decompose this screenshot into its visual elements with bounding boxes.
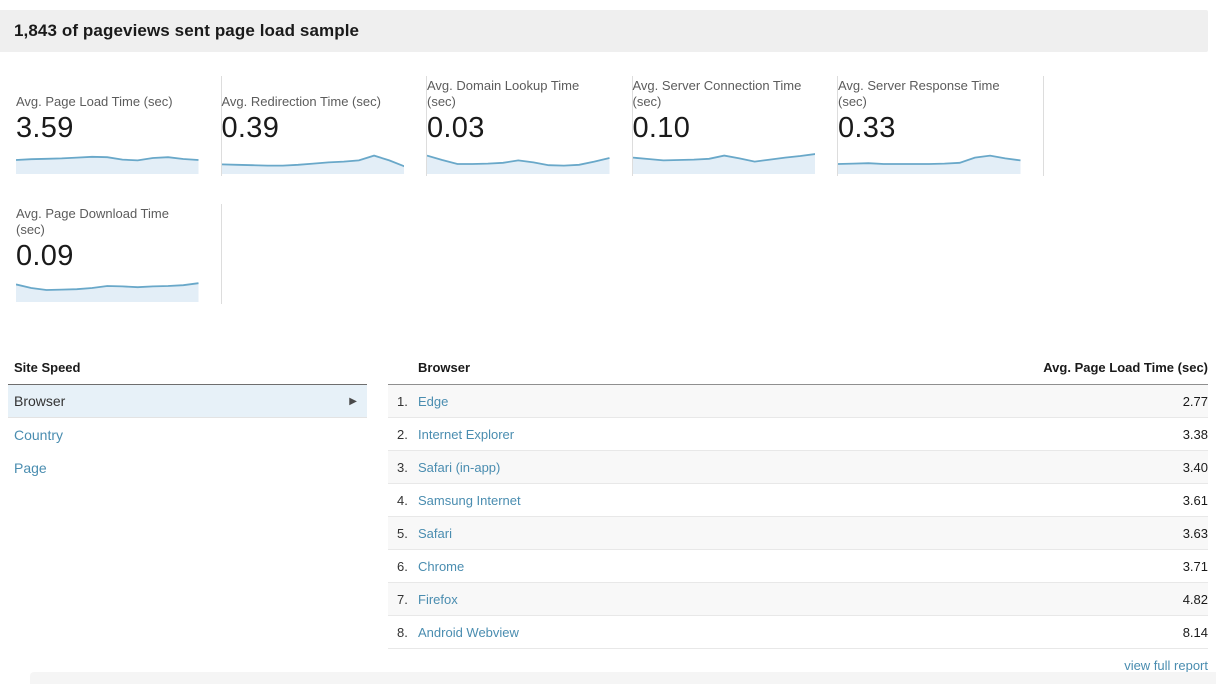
browser-table-wrap: Browser Avg. Page Load Time (sec) 1. Edg… <box>388 354 1208 673</box>
metric-label: Avg. Server Connection Time (sec) <box>632 78 802 109</box>
row-rank: 3. <box>388 450 418 484</box>
metric-label: Avg. Server Response Time (sec) <box>838 78 1000 109</box>
metric-value: 0.09 <box>16 240 74 272</box>
report-header: 1,843 of pageviews sent page load sample <box>0 10 1208 52</box>
browser-link[interactable]: Firefox <box>418 591 458 607</box>
panel-title: Site Speed <box>8 354 367 385</box>
table-row: 1. Edge 2.77 <box>388 384 1208 418</box>
dimension-item-label: Browser <box>14 393 66 409</box>
dimension-item-country[interactable]: Country <box>8 418 367 451</box>
row-rank: 1. <box>388 384 418 418</box>
metric-card-page-load-time: Avg. Page Load Time (sec) 3.59 <box>16 76 222 176</box>
row-value: 3.40 <box>721 450 1208 484</box>
browser-link[interactable]: Internet Explorer <box>418 426 515 442</box>
metric-value: 0.33 <box>838 112 896 144</box>
metric-card-redirection-time: Avg. Redirection Time (sec) 0.39 <box>221 76 427 176</box>
browser-link[interactable]: Samsung Internet <box>418 492 521 508</box>
sparkline-chart <box>427 148 610 174</box>
chevron-right-icon: ▶ <box>349 395 357 407</box>
dimension-item-page[interactable]: Page <box>8 451 367 484</box>
table-row: 6. Chrome 3.71 <box>388 549 1208 583</box>
browser-link[interactable]: Edge <box>418 393 449 409</box>
view-full-report-wrap: view full report <box>388 658 1208 673</box>
column-header-browser: Browser <box>388 354 722 385</box>
row-rank: 8. <box>388 615 418 649</box>
browser-link[interactable]: Safari (in-app) <box>418 459 501 475</box>
row-value: 4.82 <box>721 582 1208 616</box>
dimension-item-browser[interactable]: Browser ▶ <box>8 385 367 418</box>
sparkline-chart <box>221 148 404 174</box>
metric-card-server-connection-time: Avg. Server Connection Time (sec) 0.10 <box>632 76 838 176</box>
metric-cards: Avg. Page Load Time (sec) 3.59 Avg. Redi… <box>16 76 1216 304</box>
browser-table: Browser Avg. Page Load Time (sec) 1. Edg… <box>388 354 1208 649</box>
table-row: 3. Safari (in-app) 3.40 <box>388 450 1208 484</box>
metric-label: Avg. Redirection Time (sec) <box>221 94 381 109</box>
row-rank: 2. <box>388 417 418 451</box>
dimension-item-label: Country <box>14 426 64 443</box>
metric-label: Avg. Page Download Time (sec) <box>16 206 169 237</box>
dimension-panel: Site Speed Browser ▶ Country Page <box>8 354 367 673</box>
sparkline-chart <box>16 148 199 174</box>
table-row: 2. Internet Explorer 3.38 <box>388 417 1208 451</box>
row-value: 8.14 <box>721 615 1208 649</box>
browser-link[interactable]: Android Webview <box>418 624 519 640</box>
view-full-report-link[interactable]: view full report <box>1124 658 1208 673</box>
sparkline-chart <box>16 276 199 302</box>
metric-card-server-response-time: Avg. Server Response Time (sec) 0.33 <box>838 76 1044 176</box>
page-title: 1,843 of pageviews sent page load sample <box>14 21 360 40</box>
metric-label: Avg. Domain Lookup Time (sec) <box>427 78 580 109</box>
next-widget-edge <box>30 672 1216 684</box>
table-row: 5. Safari 3.63 <box>388 516 1208 550</box>
row-value: 3.38 <box>721 417 1208 451</box>
row-value: 3.71 <box>721 549 1208 583</box>
metric-label: Avg. Page Load Time (sec) <box>16 94 173 109</box>
metric-value: 3.59 <box>16 112 74 144</box>
sparkline-chart <box>838 148 1021 174</box>
row-rank: 5. <box>388 516 418 550</box>
browser-link[interactable]: Safari <box>418 525 452 541</box>
dimension-item-label: Page <box>14 459 47 476</box>
row-value: 3.63 <box>721 516 1208 550</box>
row-value: 2.77 <box>721 384 1208 418</box>
browser-link[interactable]: Chrome <box>418 558 465 574</box>
metric-card-page-download-time: Avg. Page Download Time (sec) 0.09 <box>16 204 222 304</box>
metric-value: 0.39 <box>221 112 280 144</box>
sparkline-chart <box>632 148 815 174</box>
row-rank: 6. <box>388 549 418 583</box>
table-row: 7. Firefox 4.82 <box>388 582 1208 616</box>
row-value: 3.61 <box>721 483 1208 517</box>
table-row: 8. Android Webview 8.14 <box>388 615 1208 649</box>
row-rank: 4. <box>388 483 418 517</box>
site-speed-section: Site Speed Browser ▶ Country Page Browse… <box>8 354 1208 673</box>
metric-value: 0.10 <box>632 112 691 144</box>
metric-value: 0.03 <box>427 112 485 144</box>
metric-card-domain-lookup-time: Avg. Domain Lookup Time (sec) 0.03 <box>427 76 633 176</box>
table-row: 4. Samsung Internet 3.61 <box>388 483 1208 517</box>
row-rank: 7. <box>388 582 418 616</box>
column-header-load-time: Avg. Page Load Time (sec) <box>721 354 1208 385</box>
